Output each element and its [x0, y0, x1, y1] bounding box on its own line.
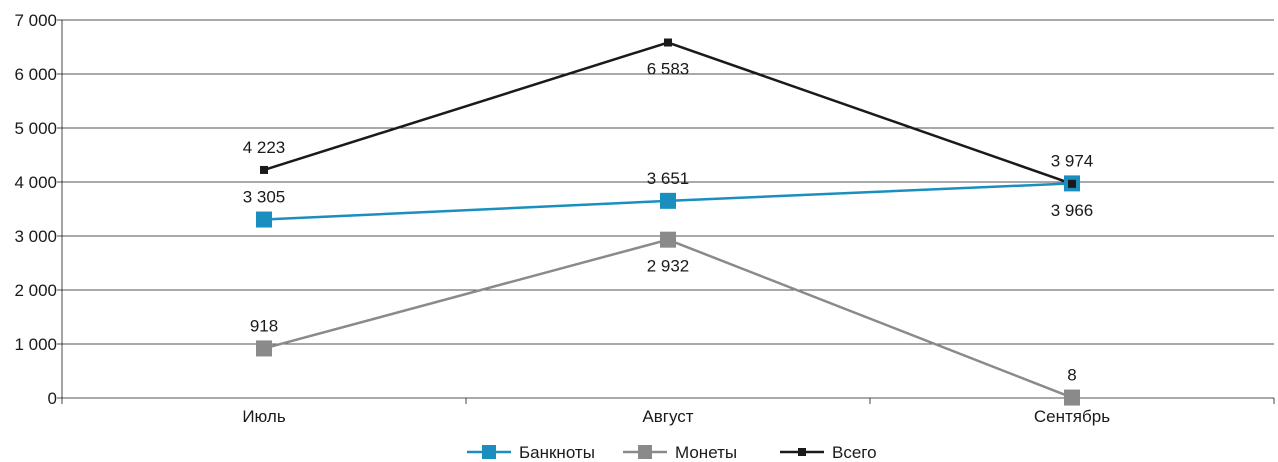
legend: Банкноты Монеты Всего — [467, 443, 877, 462]
x-tick-label: Июль — [242, 407, 286, 426]
y-tick-label: 3 000 — [14, 227, 57, 246]
data-label: 3 305 — [243, 188, 286, 207]
x-tick-label: Август — [642, 407, 693, 426]
series-0-point — [660, 193, 676, 209]
legend-marker-2 — [798, 448, 806, 456]
series-1-point — [1064, 390, 1080, 406]
y-tick-label: 6 000 — [14, 65, 57, 84]
data-label: 8 — [1067, 366, 1076, 385]
y-tick-label: 5 000 — [14, 119, 57, 138]
x-tick-label: Сентябрь — [1034, 407, 1110, 426]
data-label: 3 651 — [647, 169, 690, 188]
series-2-point — [260, 166, 268, 174]
series-group — [256, 39, 1080, 406]
data-label: 918 — [250, 316, 278, 335]
y-tick-label: 4 000 — [14, 173, 57, 192]
data-label: 6 583 — [647, 60, 690, 79]
series-2-point — [664, 39, 672, 47]
legend-marker-0 — [482, 445, 496, 459]
y-tick-label: 2 000 — [14, 281, 57, 300]
legend-label: Всего — [832, 443, 877, 462]
y-tick-label: 0 — [48, 389, 57, 408]
data-label: 3 974 — [1051, 151, 1094, 170]
series-2-point — [1068, 180, 1076, 188]
series-1-point — [256, 340, 272, 356]
x-axis: Июль Август Сентябрь — [62, 398, 1274, 426]
data-label: 4 223 — [243, 138, 286, 157]
legend-label: Банкноты — [519, 443, 595, 462]
y-tick-label: 1 000 — [14, 335, 57, 354]
legend-label: Монеты — [675, 443, 737, 462]
data-label: 2 932 — [647, 257, 690, 276]
series-0-point — [256, 212, 272, 228]
y-axis: 0 1 000 2 000 3 000 4 000 5 000 6 000 7 000 — [14, 11, 62, 408]
series-1-point — [660, 232, 676, 248]
data-label: 3 966 — [1051, 201, 1094, 220]
legend-marker-1 — [638, 445, 652, 459]
data-labels: 3 305 3 651 3 974 918 2 932 8 4 223 6 583 3 966 — [243, 60, 1094, 385]
y-tick-label: 7 000 — [14, 11, 57, 30]
